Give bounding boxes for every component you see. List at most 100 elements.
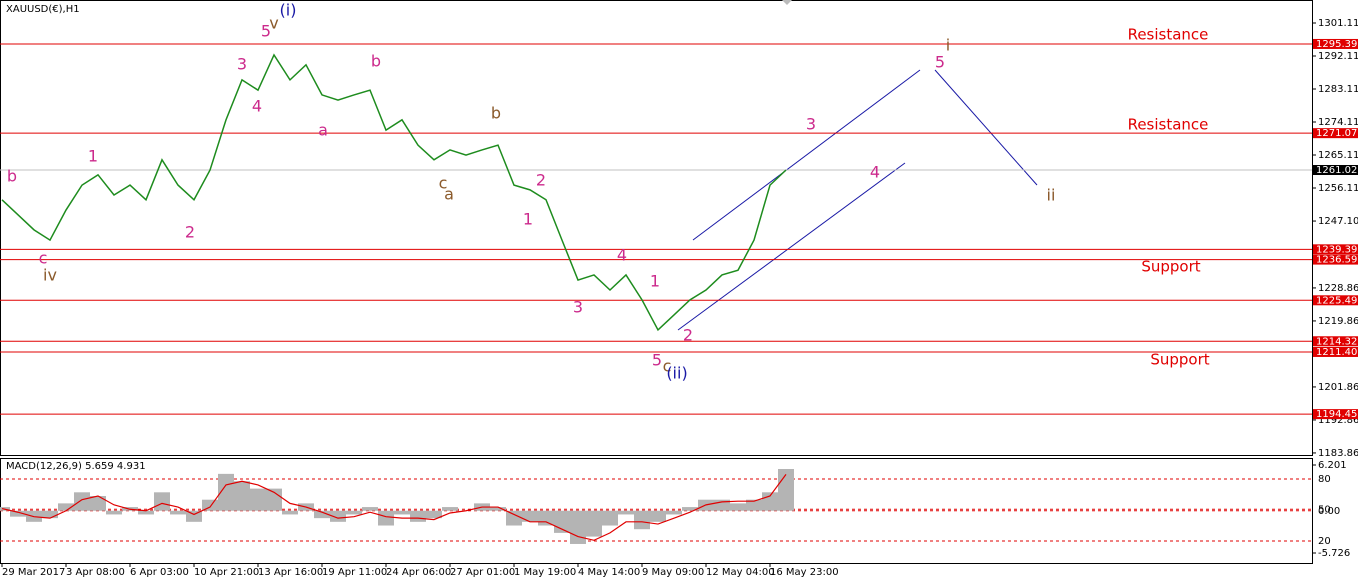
macd-bar	[218, 473, 234, 511]
level-tag	[1313, 346, 1358, 357]
macd-bar	[602, 510, 618, 526]
macd-bar	[634, 510, 650, 530]
macd-tick-label: -5.726	[1318, 548, 1350, 559]
wave-label: c	[39, 249, 48, 268]
y-tick-label: 1183.86	[1318, 448, 1358, 459]
wave-label: 5	[935, 53, 945, 72]
macd-bar	[170, 510, 186, 515]
macd-bar	[74, 492, 90, 511]
wave-label: b	[491, 104, 501, 123]
wave-label: b	[371, 52, 381, 71]
x-tick-label: 6 Apr 03:00	[130, 567, 189, 578]
x-tick-label: 24 Apr 06:00	[386, 567, 451, 578]
macd-tick-label: 6.201	[1318, 460, 1347, 471]
y-tick-label: 1219.86	[1318, 316, 1358, 327]
x-tick-label: 3 Apr 08:00	[66, 567, 125, 578]
macd-bar	[522, 510, 538, 522]
x-tick-label: 12 May 04:00	[706, 567, 775, 578]
macd-bar	[10, 510, 26, 517]
y-tick-label: 1292.11	[1318, 51, 1358, 62]
macd-bar	[42, 510, 58, 519]
level-tag	[1313, 244, 1358, 255]
wave-label: v	[269, 14, 278, 33]
macd-tick-label: 50	[1318, 504, 1331, 515]
macd-bar	[202, 499, 218, 511]
macd-bar	[618, 510, 634, 515]
macd-bar	[394, 510, 410, 515]
price-frame	[0, 0, 1313, 456]
macd-bar	[714, 499, 730, 511]
wave-label: 4	[252, 97, 262, 116]
wave-label: a	[318, 121, 328, 140]
x-tick-label: 9 May 09:00	[642, 567, 704, 578]
channel-line	[692, 69, 921, 241]
macd-tick-label: 80	[1318, 474, 1331, 485]
symbol-title: XAUUSD(€),H1	[6, 4, 80, 15]
macd-bar	[282, 510, 298, 515]
y-tick-label: 1274.11	[1318, 117, 1358, 128]
y-tick-label: 1283.11	[1318, 84, 1358, 95]
wave-label: i	[946, 36, 950, 55]
macd-bar	[666, 510, 682, 515]
macd-bar	[378, 510, 394, 526]
y-tick-label: 1228.86	[1318, 283, 1358, 294]
wave-label: iv	[43, 266, 57, 285]
level-tag	[1313, 128, 1358, 139]
macd-title: MACD(12,26,9) 5.659 4.931	[6, 461, 146, 472]
macd-bar	[650, 510, 666, 522]
wave-label: 3	[806, 115, 816, 134]
x-tick-label: 4 May 14:00	[578, 567, 640, 578]
macd-bar	[362, 507, 378, 511]
level-label: 1239.39	[1316, 244, 1357, 255]
wave-label: Resistance	[1128, 26, 1209, 44]
macd-bar	[426, 510, 442, 519]
level-tag	[1313, 254, 1358, 265]
macd-bar	[538, 510, 554, 526]
price-line	[1, 53, 787, 332]
y-tick-label: 1301.11	[1318, 18, 1358, 29]
macd-bar	[90, 496, 106, 511]
y-tick-label: 1265.11	[1318, 150, 1358, 161]
x-tick-label: 19 Apr 11:00	[322, 567, 387, 578]
macd-bar	[746, 499, 762, 511]
wave-label: 5	[261, 22, 271, 41]
y-tick-label: 1192.86	[1318, 415, 1358, 426]
wave-label: (i)	[280, 1, 297, 20]
projection-line	[934, 69, 1038, 186]
macd-bar	[506, 510, 522, 526]
macd-bar	[442, 507, 458, 511]
y-tick-label: 1201.86	[1318, 382, 1358, 393]
macd-bar	[234, 481, 250, 511]
level-tag	[1313, 336, 1358, 347]
wave-label: c	[663, 357, 672, 376]
wave-label: 1	[650, 272, 660, 291]
wave-label: 3	[573, 298, 583, 317]
wave-label: a	[444, 185, 454, 204]
level-label: 1194.45	[1316, 409, 1357, 420]
level-label: 1236.59	[1316, 255, 1357, 266]
wave-label: 2	[185, 223, 195, 242]
wave-label: b	[7, 167, 17, 186]
wave-label: ii	[1047, 186, 1056, 205]
wave-label: 3	[237, 55, 247, 74]
macd-bar	[570, 510, 586, 544]
wave-label: 1	[523, 210, 533, 229]
macd-tick-label: 0.00	[1318, 506, 1340, 517]
wave-label: Resistance	[1128, 116, 1209, 134]
wave-label: 2	[536, 171, 546, 190]
macd-bar	[138, 510, 154, 515]
macd-bar	[730, 503, 746, 511]
macd-bar	[154, 492, 170, 511]
wave-label: Support	[1141, 258, 1200, 276]
wave-label: (ii)	[666, 364, 687, 383]
macd-bar	[106, 510, 122, 515]
x-tick-label: 13 Apr 16:00	[258, 567, 323, 578]
macd-bar	[682, 507, 698, 511]
level-label: 1214.32	[1316, 336, 1357, 347]
wave-label: 4	[870, 163, 880, 182]
y-tick-label: 1247.10	[1318, 216, 1358, 227]
x-tick-label: 27 Apr 01:00	[450, 567, 515, 578]
x-tick-label: 10 Apr 21:00	[194, 567, 259, 578]
level-label: 1271.07	[1316, 128, 1357, 139]
